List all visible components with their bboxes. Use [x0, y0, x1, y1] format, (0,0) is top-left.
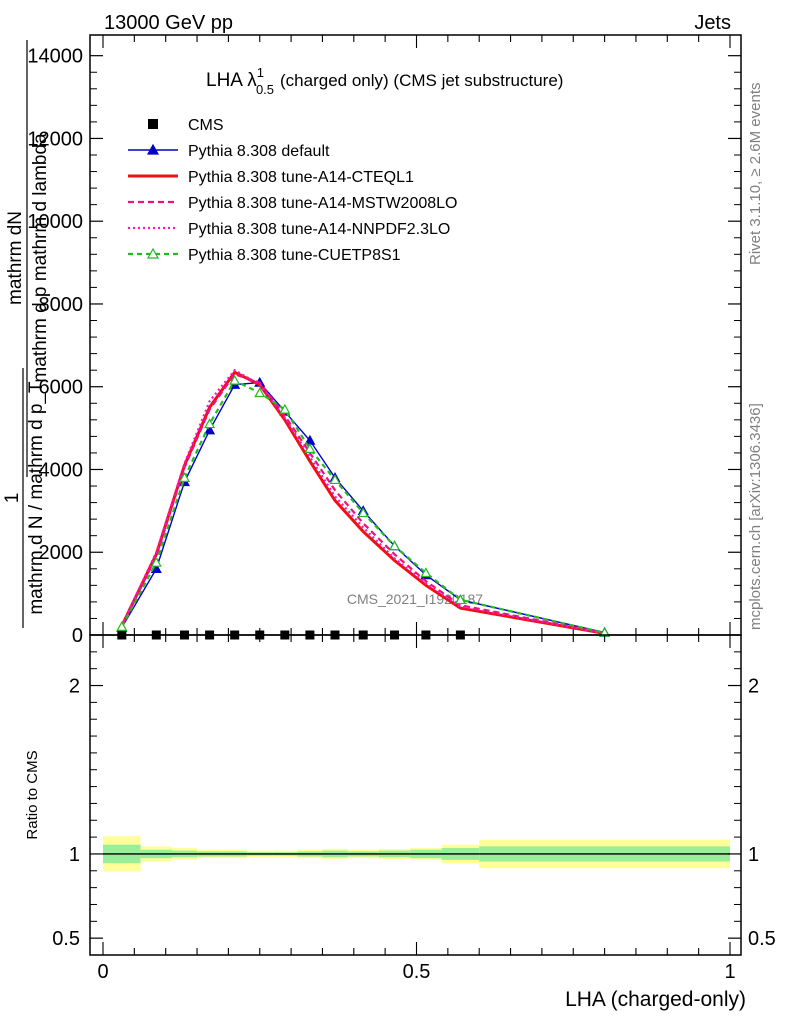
header-right: Jets [694, 12, 731, 34]
y-tick-label: 6000 [39, 377, 84, 399]
series-marker [116, 620, 128, 631]
series-line [120, 373, 605, 635]
legend: CMS Pythia 8.308 default Pythia 8.308 tune… [128, 117, 457, 264]
series-marker [150, 556, 162, 567]
series-line [120, 379, 605, 634]
ratio-plot-frame [89, 634, 742, 956]
legend-label: Pythia 8.308 tune-CUETP8S1 [188, 247, 401, 264]
series-marker [420, 567, 432, 578]
main-x-axis-ticks [102, 35, 731, 635]
series-line [121, 381, 605, 634]
ratio-y-axis: 0.5 0.5 1 1 2 2 [52, 651, 776, 950]
legend-label: Pythia 8.308 tune-A14-NNPDF2.3LO [188, 221, 450, 238]
legend-entry: Pythia 8.308 tune-A14-CTEQL1 [128, 169, 414, 186]
ylabel-prefix: 1 [2, 493, 23, 504]
series-4 [120, 368, 605, 635]
series-marker [329, 474, 341, 485]
ratio-x-axis: 0 0.5 1 [97, 635, 736, 983]
y-tick-label: 12000 [27, 128, 83, 150]
legend-label: Pythia 8.308 tune-A14-MSTW2008LO [188, 195, 457, 212]
main-y-label: mathrm dN mathrm d p mathrm d lambda 1 m… [2, 40, 51, 628]
ratio-y-tick-label: 0.5 [52, 928, 80, 950]
plot-title: LHA λ1 0.5 (charged only) (CMS jet substru… [206, 65, 563, 97]
main-y-axis: 0 2000 4000 6000 8000 10000 12000 14000 [27, 46, 741, 647]
y-tick-label: 2000 [39, 542, 84, 564]
x-tick-label: 1 [724, 961, 735, 983]
series-marker [229, 374, 241, 385]
ratio-y-tick-label-right: 0.5 [748, 928, 776, 950]
ratio-y-label: Ratio to CMS [24, 750, 41, 839]
ratio-y-tick-label-right: 1 [748, 844, 759, 866]
legend-label: Pythia 8.308 default [188, 143, 330, 160]
ylabel-prefix-denominator: mathrm d N / mathrm d p_T [26, 381, 47, 615]
legend-entry: CMS [148, 117, 224, 134]
series-marker [178, 472, 191, 482]
legend-marker [146, 143, 160, 155]
series-marker [279, 403, 291, 414]
y-tick-label: 4000 [39, 459, 84, 481]
ratio-y-tick-label: 1 [69, 844, 80, 866]
series-marker [304, 443, 316, 453]
legend-marker [146, 247, 160, 259]
series-3 [120, 373, 605, 635]
series-marker [254, 387, 266, 398]
series-marker [204, 418, 216, 429]
series-marker [357, 507, 369, 518]
ratio-y-tick-label: 2 [69, 676, 80, 698]
legend-entry: Pythia 8.308 default [128, 143, 330, 160]
y-tick-label: 14000 [27, 46, 83, 68]
legend-label: Pythia 8.308 tune-A14-CTEQL1 [188, 169, 414, 186]
ratio-y-tick-label-right: 2 [748, 676, 759, 698]
x-tick-label: 0.5 [403, 961, 431, 983]
ylabel-numerator: mathrm dN [5, 211, 26, 305]
series-line [120, 368, 605, 635]
x-tick-label: 0 [97, 961, 108, 983]
legend-entry: Pythia 8.308 tune-A14-NNPDF2.3LO [128, 221, 450, 238]
series-marker [454, 594, 466, 605]
analysis-watermark: CMS_2021_I1920187 [347, 591, 483, 607]
y-tick-label: 8000 [39, 294, 84, 316]
x-axis-label: LHA (charged-only) [565, 988, 746, 1011]
series-marker [389, 540, 401, 551]
ylabel-denominator: mathrm d p mathrm d lambda [30, 133, 51, 383]
y-tick-label: 0 [72, 625, 83, 647]
legend-label: CMS [188, 117, 224, 134]
mcplots-label: mcplots.cern.ch [arXiv:1306.3436] [747, 403, 764, 630]
header-left: 13000 GeV pp [104, 12, 233, 34]
y-tick-label: 10000 [27, 211, 83, 233]
legend-marker [148, 119, 158, 129]
legend-entry: Pythia 8.308 tune-A14-MSTW2008LO [128, 195, 457, 212]
series-marker [204, 424, 216, 435]
legend-entry: Pythia 8.308 tune-CUETP8S1 [128, 247, 401, 264]
rivet-label: Rivet 3.1.10, ≥ 2.6M events [747, 83, 764, 266]
